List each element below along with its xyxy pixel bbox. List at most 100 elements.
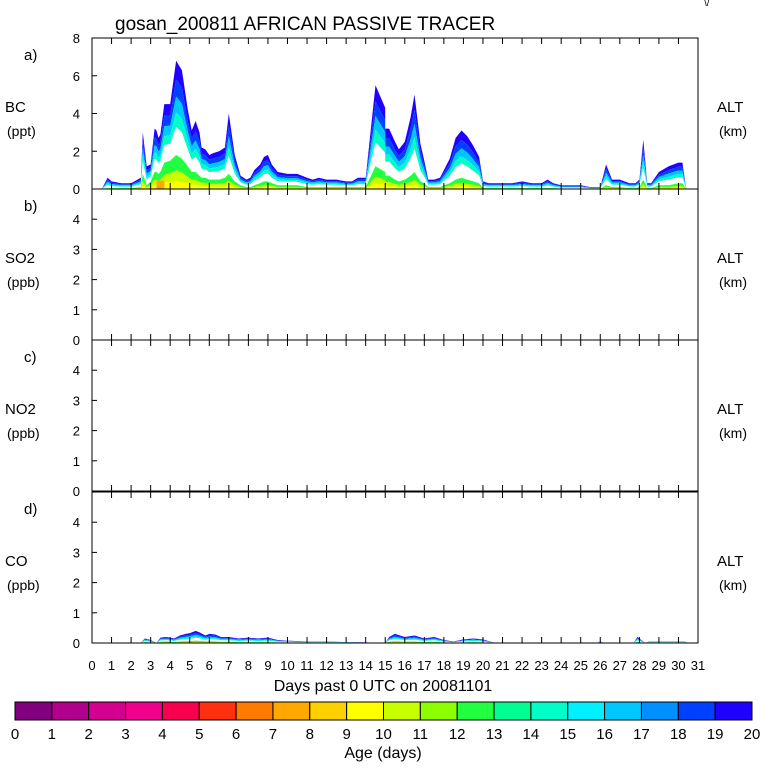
y-tick-label-a: 2	[73, 144, 80, 159]
y-tick-label-a: 0	[73, 182, 80, 197]
colorbar: 0 1 2 3 4 5 6 7 8 9 10 11 12 13 14 15 16 17 18 19 20	[11, 701, 760, 743]
panel-a: 0 2 4 6 8 a) BC (ppt) ALT (km)	[5, 31, 747, 197]
x-axis-label: Days past 0 UTC on 20081101	[274, 678, 493, 695]
colorbar-swatch	[493, 701, 532, 721]
panel-frame-d	[91, 491, 699, 644]
colorbar-swatch	[346, 701, 384, 721]
chart-title: gosan_200811 AFRICAN PASSIVE TRACER	[115, 14, 495, 35]
right-axis-unit-a: (km)	[719, 123, 747, 139]
y-tick-label-c: 4	[73, 363, 80, 378]
corner-mark: \/	[704, 0, 710, 9]
colorbar-swatch	[640, 701, 679, 721]
right-axis-unit-d: (km)	[719, 577, 747, 593]
x-tick-label: 14	[358, 658, 372, 673]
y-tick-label-b: 2	[73, 273, 80, 288]
y-tick-label-c: 2	[73, 424, 80, 439]
x-tick-label: 7	[225, 658, 232, 673]
x-tick-label: 2	[127, 658, 134, 673]
x-tick-label: 25	[573, 658, 587, 673]
x-tick-label: 12	[319, 658, 333, 673]
y-axis-label-c: NO2	[5, 401, 36, 418]
x-tick-label: 9	[264, 658, 271, 673]
panel-c: 0 1 2 3 4 c) NO2 (ppb) ALT (km)	[5, 339, 747, 499]
y-tick-label-d: 2	[73, 576, 80, 591]
x-tick-label: 22	[515, 658, 529, 673]
x-tick-label: 20	[476, 658, 490, 673]
colorbar-tick-label: 14	[523, 726, 540, 743]
x-tick-label: 28	[632, 658, 646, 673]
colorbar-tick-label: 19	[707, 726, 724, 743]
colorbar-swatch	[677, 701, 716, 721]
x-tick-label: 23	[534, 658, 548, 673]
y-axis-label-d: CO	[5, 553, 28, 570]
x-tick-label: 3	[147, 658, 154, 673]
y-tick-label-d: 0	[73, 636, 80, 651]
y-axis-unit-d: (ppb)	[7, 577, 40, 593]
colorbar-swatch	[198, 701, 237, 721]
colorbar-swatch	[88, 701, 127, 721]
right-axis-label-c: ALT	[717, 401, 743, 418]
x-tick-label: 24	[554, 658, 568, 673]
y-tick-label-d: 3	[73, 545, 80, 560]
colorbar-tick-label: 11	[413, 726, 429, 743]
colorbar-tick-label: 12	[449, 726, 466, 743]
panel-letter-a: a)	[24, 47, 37, 64]
colorbar-tick-label: 17	[633, 726, 650, 743]
colorbar-swatch	[235, 701, 274, 721]
colorbar-tick-label: 0	[11, 726, 19, 743]
y-tick-label-b: 3	[73, 242, 80, 257]
x-tick-label: 17	[417, 658, 431, 673]
y-tick-label-c: 0	[73, 484, 80, 499]
colorbar-tick-label: 15	[559, 726, 576, 743]
colorbar-swatch	[51, 701, 90, 721]
y-tick-label-c: 3	[73, 393, 80, 408]
colorbar-swatch	[161, 701, 200, 721]
y-tick-label-b: 0	[73, 333, 80, 348]
x-tick-label: 30	[671, 658, 685, 673]
colorbar-swatch	[272, 701, 311, 721]
colorbar-tick-label: 8	[306, 726, 314, 743]
band-a-young-2	[92, 180, 687, 189]
y-tick-label-c: 1	[73, 454, 80, 469]
x-tick-label: 19	[456, 658, 470, 673]
x-tick-label: 11	[300, 658, 314, 673]
x-tick-label: 16	[398, 658, 412, 673]
colorbar-tick-label: 1	[48, 726, 56, 743]
x-tick-label: 18	[437, 658, 451, 673]
right-axis-unit-c: (km)	[719, 425, 747, 441]
right-axis-label-b: ALT	[717, 250, 743, 267]
x-tick-label: 4	[167, 658, 174, 673]
y-axis-unit-a: (ppt)	[7, 123, 36, 139]
colorbar-swatch	[456, 701, 495, 721]
panel-letter-b: b)	[24, 198, 37, 215]
x-tick-label: 26	[593, 658, 607, 673]
x-tick-labels: 0 1 2 3 4 5 6 7 8 9 10 11 12 13 14 15 16 17 18 19 20 21 22 23 24…	[88, 658, 705, 673]
x-tick-label: 21	[495, 658, 509, 673]
x-tick-label: 10	[280, 658, 294, 673]
colorbar-tick-label: 10	[375, 726, 392, 743]
x-tick-label: 5	[186, 658, 193, 673]
y-axis-label-b: SO2	[5, 250, 35, 267]
y-tick-label-d: 1	[73, 606, 80, 621]
panel-letter-d: d)	[24, 501, 37, 518]
colorbar-label: Age (days)	[344, 745, 421, 762]
colorbar-tick-label: 4	[158, 726, 166, 743]
x-tick-label: 15	[378, 658, 392, 673]
colorbar-swatch	[530, 701, 569, 721]
colorbar-swatch	[309, 701, 348, 721]
x-tick-label: 13	[339, 658, 353, 673]
colorbar-swatch	[419, 701, 458, 721]
colorbar-swatch	[604, 701, 642, 721]
band-d-young-0	[92, 640, 698, 643]
colorbar-tick-label: 13	[486, 726, 503, 743]
x-tick-label: 8	[245, 658, 252, 673]
band-a-orange-patch	[156, 180, 165, 189]
colorbar-tick-label: 9	[342, 726, 350, 743]
panel-letter-c: c)	[24, 349, 37, 366]
y-axis-unit-c: (ppb)	[7, 425, 40, 441]
colorbar-tick-label: 2	[85, 726, 93, 743]
x-tick-label: 0	[88, 658, 95, 673]
x-tick-label: 29	[652, 658, 666, 673]
y-tick-label-a: 6	[73, 69, 80, 84]
x-tick-label: 1	[108, 658, 115, 673]
